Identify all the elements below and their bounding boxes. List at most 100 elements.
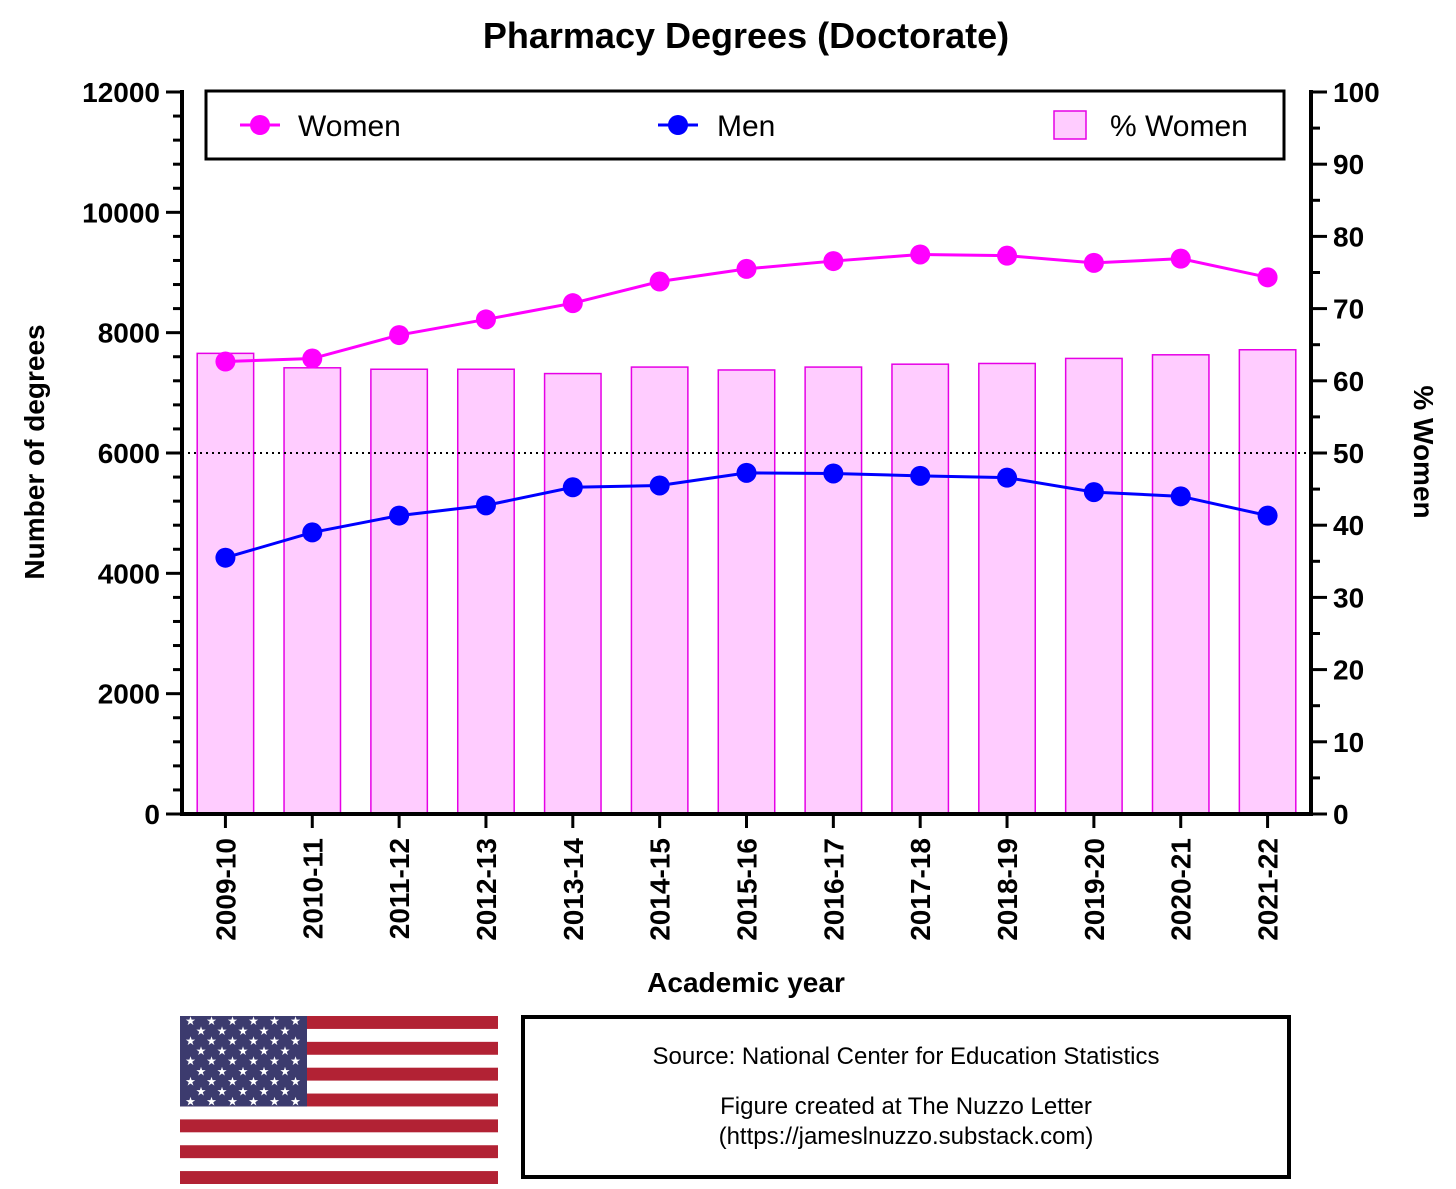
flag-stripe xyxy=(180,1119,498,1133)
flag-star: ★ xyxy=(185,1054,196,1068)
x-axis-title: Academic year xyxy=(647,967,845,998)
flag-star: ★ xyxy=(227,1094,238,1108)
point-men xyxy=(389,505,410,526)
bar-pct-women xyxy=(1151,354,1210,815)
x-tick-label: 2021-22 xyxy=(1253,838,1284,941)
point-women xyxy=(910,244,931,265)
y-tick-label: 2000 xyxy=(98,679,160,710)
flag-stripe xyxy=(180,1171,498,1185)
x-tick-label: 2014-15 xyxy=(645,838,676,941)
flag-star: ★ xyxy=(269,1054,280,1068)
point-women xyxy=(1083,252,1104,273)
y-tick-label: 10000 xyxy=(82,197,160,228)
flag-star: ★ xyxy=(185,1034,196,1048)
point-women xyxy=(475,309,496,330)
point-men xyxy=(302,522,323,543)
flag-star: ★ xyxy=(259,1044,270,1058)
flag-star: ★ xyxy=(280,1024,291,1038)
flag-star: ★ xyxy=(248,1094,259,1108)
flag-star: ★ xyxy=(206,1034,217,1048)
flag-star: ★ xyxy=(280,1044,291,1058)
y2-tick-label: 60 xyxy=(1333,366,1364,397)
flag-star: ★ xyxy=(248,1074,259,1088)
credit-url: (https://jameslnuzzo.substack.com) xyxy=(718,1123,1094,1150)
bar-pct-women xyxy=(717,369,776,815)
y2-tick-label: 100 xyxy=(1333,77,1380,108)
x-tick-label: 2015-16 xyxy=(732,838,763,941)
flag-star: ★ xyxy=(196,1024,207,1038)
bar-pct-women xyxy=(804,366,863,815)
x-tick-label: 2009-10 xyxy=(210,838,241,941)
y2-tick-label: 40 xyxy=(1333,510,1364,541)
bar-pct-women xyxy=(891,363,950,815)
flag-star: ★ xyxy=(259,1024,270,1038)
point-women xyxy=(997,245,1018,266)
legend-women-label: Women xyxy=(298,110,401,143)
x-tick-label: 2018-19 xyxy=(992,838,1023,941)
flag-star: ★ xyxy=(248,1016,259,1028)
point-women xyxy=(562,293,583,314)
bar-pct-women xyxy=(1238,349,1297,815)
flag-stripe xyxy=(180,1145,498,1159)
bar-pct-women xyxy=(1064,357,1123,815)
y2-tick-label: 90 xyxy=(1333,149,1364,180)
y-tick-label: 6000 xyxy=(98,438,160,469)
legend-men-label: Men xyxy=(717,110,775,143)
x-tick-label: 2020-21 xyxy=(1166,838,1197,941)
y-axis-title: Number of degrees xyxy=(19,324,50,579)
bar-pct-women xyxy=(543,372,602,815)
flag-star: ★ xyxy=(248,1054,259,1068)
point-women xyxy=(736,258,757,279)
bar-pct-women xyxy=(283,367,342,815)
y-tick-label: 4000 xyxy=(98,558,160,589)
y-tick-label: 0 xyxy=(144,799,160,830)
point-men xyxy=(562,477,583,498)
flag-star: ★ xyxy=(185,1016,196,1028)
credit-text: Figure created at The Nuzzo Letter xyxy=(720,1093,1092,1120)
flag-star: ★ xyxy=(290,1054,301,1068)
y2-tick-label: 10 xyxy=(1333,727,1364,758)
source-box: Source: National Center for Education St… xyxy=(521,1015,1291,1179)
flag-star: ★ xyxy=(280,1084,291,1098)
point-women xyxy=(1170,248,1191,269)
y-tick-label: 12000 xyxy=(82,77,160,108)
flag-star: ★ xyxy=(227,1074,238,1088)
point-men xyxy=(649,475,670,496)
flag-star: ★ xyxy=(206,1094,217,1108)
point-men xyxy=(823,463,844,484)
point-men xyxy=(1257,505,1278,526)
point-men xyxy=(215,547,236,568)
flag-star: ★ xyxy=(227,1034,238,1048)
legend-box xyxy=(204,89,1286,161)
y2-tick-label: 80 xyxy=(1333,221,1364,252)
bar-pct-women xyxy=(630,366,689,815)
point-women xyxy=(823,251,844,272)
us-flag-icon: ★ ★ ★ ★ ★ ★ ★ ★ ★ ★ ★ ★ ★ ★ ★ ★ ★ ★ ★ ★ ★ ★ ★ ★ ★ ★ ★ ★ ★ ★ ★ ★ ★ ★ ★ ★ ★ ★ ★ ★… xyxy=(180,1014,498,1185)
point-men xyxy=(475,495,496,516)
flag-stripe xyxy=(180,1132,498,1146)
flag-canton xyxy=(180,1016,307,1107)
flag-star: ★ xyxy=(238,1024,249,1038)
chart-svg: Pharmacy Degrees (Doctorate) 0 2000 4000 60… xyxy=(19,15,1439,998)
y2-tick-label: 70 xyxy=(1333,294,1364,325)
bar-pct-women xyxy=(370,368,429,815)
flag-star: ★ xyxy=(290,1034,301,1048)
flag-star: ★ xyxy=(217,1044,228,1058)
flag-star: ★ xyxy=(269,1094,280,1108)
flag-star: ★ xyxy=(290,1016,301,1028)
point-women xyxy=(649,271,670,292)
flag-star: ★ xyxy=(185,1074,196,1088)
legend-women-marker xyxy=(250,115,270,135)
legend: Women Men % Women xyxy=(204,89,1286,161)
y2-tick-label: 50 xyxy=(1333,438,1364,469)
flag-star: ★ xyxy=(238,1044,249,1058)
x-tick-label: 2011-12 xyxy=(384,838,415,939)
flag-star: ★ xyxy=(227,1054,238,1068)
y2-axis-title: % Women xyxy=(1408,385,1439,518)
point-men xyxy=(736,462,757,483)
source-text: Source: National Center for Education St… xyxy=(652,1043,1160,1070)
x-tick-label: 2016-17 xyxy=(818,838,849,941)
flag-star: ★ xyxy=(217,1084,228,1098)
legend-men-marker xyxy=(668,115,688,135)
flag-star: ★ xyxy=(185,1094,196,1108)
